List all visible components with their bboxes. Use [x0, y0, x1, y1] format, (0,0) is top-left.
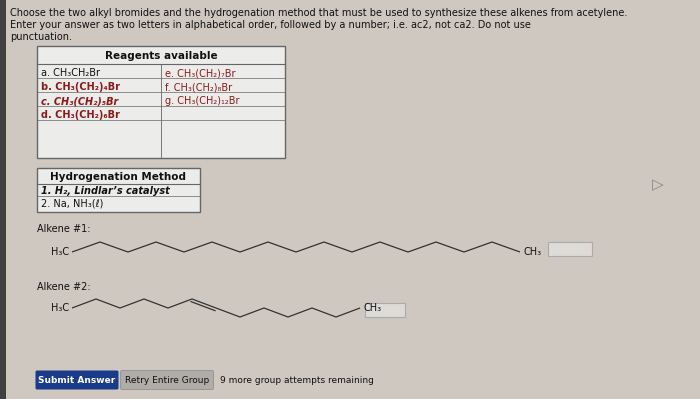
Text: CH₃: CH₃	[523, 247, 541, 257]
Text: 1. H₂, Lindlar’s catalyst: 1. H₂, Lindlar’s catalyst	[41, 186, 169, 196]
Text: Alkene #2:: Alkene #2:	[37, 282, 90, 292]
Text: Enter your answer as two letters in alphabetical order, followed by a number; i.: Enter your answer as two letters in alph…	[10, 20, 531, 30]
Text: g. CH₃(CH₂)₁₂Br: g. CH₃(CH₂)₁₂Br	[165, 96, 239, 106]
Bar	[37, 168, 200, 212]
Text: H₃C: H₃C	[51, 303, 69, 313]
Bar	[365, 303, 405, 317]
Text: Retry Entire Group: Retry Entire Group	[125, 376, 209, 385]
Bar	[0, 0, 6, 399]
Text: Choose the two alkyl bromides and the hydrogenation method that must be used to : Choose the two alkyl bromides and the hy…	[10, 8, 627, 18]
Text: d. CH₃(CH₂)₆Br: d. CH₃(CH₂)₆Br	[41, 110, 120, 120]
Text: 2. Na, NH₃(ℓ): 2. Na, NH₃(ℓ)	[41, 198, 104, 208]
Text: punctuation.: punctuation.	[10, 32, 72, 42]
Text: c. CH₃(CH₂)₅Br: c. CH₃(CH₂)₅Br	[41, 96, 118, 106]
Text: Reagents available: Reagents available	[105, 51, 217, 61]
Text: b. CH₃(CH₂)₄Br: b. CH₃(CH₂)₄Br	[41, 82, 120, 92]
Bar	[548, 242, 592, 256]
Text: Hydrogenation Method: Hydrogenation Method	[50, 172, 186, 182]
Text: CH₃: CH₃	[363, 303, 381, 313]
Text: 9 more group attempts remaining: 9 more group attempts remaining	[220, 376, 374, 385]
Text: f. CH₃(CH₂)₈Br: f. CH₃(CH₂)₈Br	[165, 82, 232, 92]
Text: H₃C: H₃C	[51, 247, 69, 257]
FancyBboxPatch shape	[36, 371, 118, 389]
Bar	[37, 46, 285, 158]
Text: ▷: ▷	[652, 178, 664, 192]
Text: a. CH₃CH₂Br: a. CH₃CH₂Br	[41, 68, 100, 78]
Text: Submit Answer: Submit Answer	[38, 376, 116, 385]
FancyBboxPatch shape	[120, 371, 214, 389]
Text: Alkene #1:: Alkene #1:	[37, 224, 90, 234]
Text: e. CH₃(CH₂)₇Br: e. CH₃(CH₂)₇Br	[165, 68, 235, 78]
